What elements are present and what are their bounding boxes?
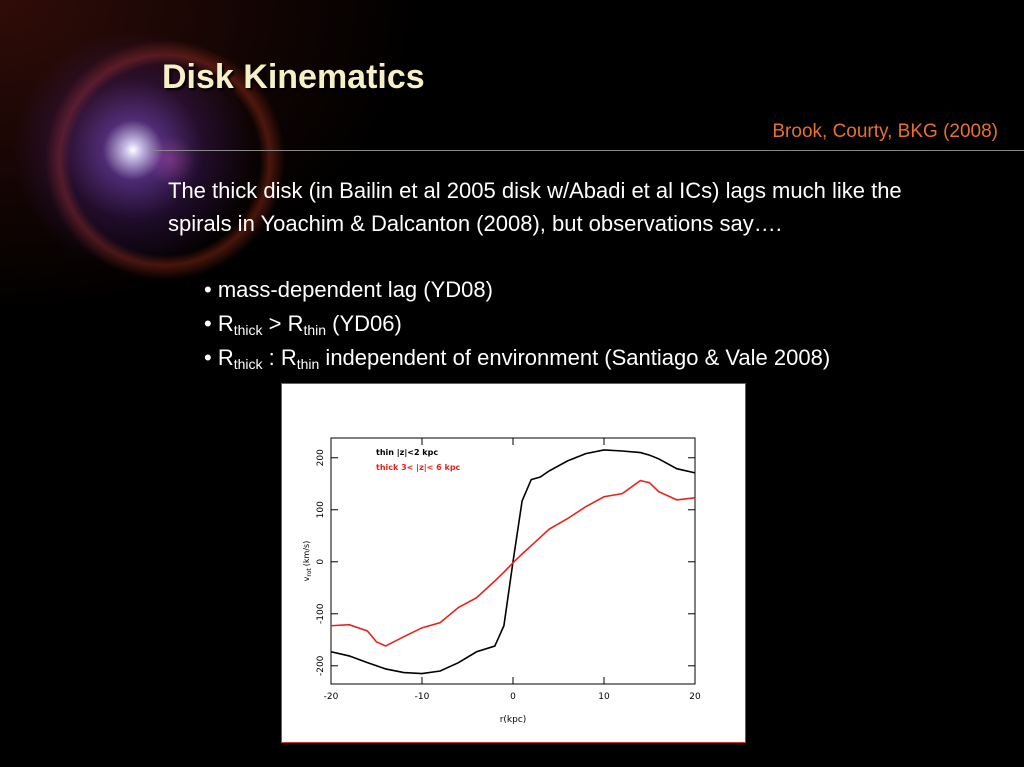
subscript: thick: [233, 356, 263, 372]
legend-entry: thin |z|<2 kpc: [376, 448, 438, 457]
bullet: • mass-dependent lag (YD08): [204, 273, 830, 307]
x-tick-label: 20: [689, 692, 701, 702]
y-tick-label: -200: [316, 655, 326, 676]
bullet-text: • R: [204, 311, 234, 336]
bullet-text: • R: [204, 345, 234, 370]
x-tick-label: -10: [415, 692, 430, 702]
y-axis-label: vrot(km/s): [302, 541, 313, 582]
chart: -20 -10 0 10 20-200-1000100200r(kpc)vrot(km/…: [281, 383, 746, 743]
bullet-text: > R: [262, 311, 304, 336]
series-line: [330, 449, 696, 675]
bullet-text: (YD06): [326, 311, 402, 336]
subscript: thin: [303, 322, 327, 338]
legend-entry: thick 3< |z|< 6 kpc: [376, 463, 461, 472]
bullet-text: : R: [262, 345, 297, 370]
citation: Brook, Courty, BKG (2008): [772, 121, 998, 142]
bullet: • Rthick : Rthin independent of environm…: [204, 341, 830, 375]
x-tick-label: -20: [324, 692, 339, 702]
y-tick-label: 200: [316, 449, 326, 466]
x-axis-label: r(kpc): [500, 715, 527, 725]
bullet: • Rthick > Rthin (YD06): [204, 307, 830, 341]
y-axis-label-main: v: [302, 576, 311, 581]
series-line: [330, 479, 696, 647]
subscript: thick: [233, 322, 263, 338]
bullet-text: independent of environment (Santiago & V…: [319, 345, 831, 370]
y-axis-label-sub: rot: [306, 568, 313, 577]
divider: [150, 150, 1024, 151]
x-tick-label: 0: [510, 692, 516, 702]
y-tick-label: -100: [316, 603, 326, 624]
paragraph: The thick disk (in Bailin et al 2005 dis…: [168, 178, 902, 236]
y-tick-label: 0: [316, 559, 326, 565]
slide-title: Disk Kinematics: [162, 58, 425, 96]
x-tick-label: 10: [598, 692, 610, 702]
bullet-list: • mass-dependent lag (YD08) • Rthick > Rt…: [204, 273, 830, 375]
bullet-text: • mass-dependent lag (YD08): [204, 277, 493, 302]
y-tick-label: 100: [316, 501, 326, 518]
y-axis-label-unit: (km/s): [302, 541, 311, 567]
subscript: thin: [296, 356, 320, 372]
